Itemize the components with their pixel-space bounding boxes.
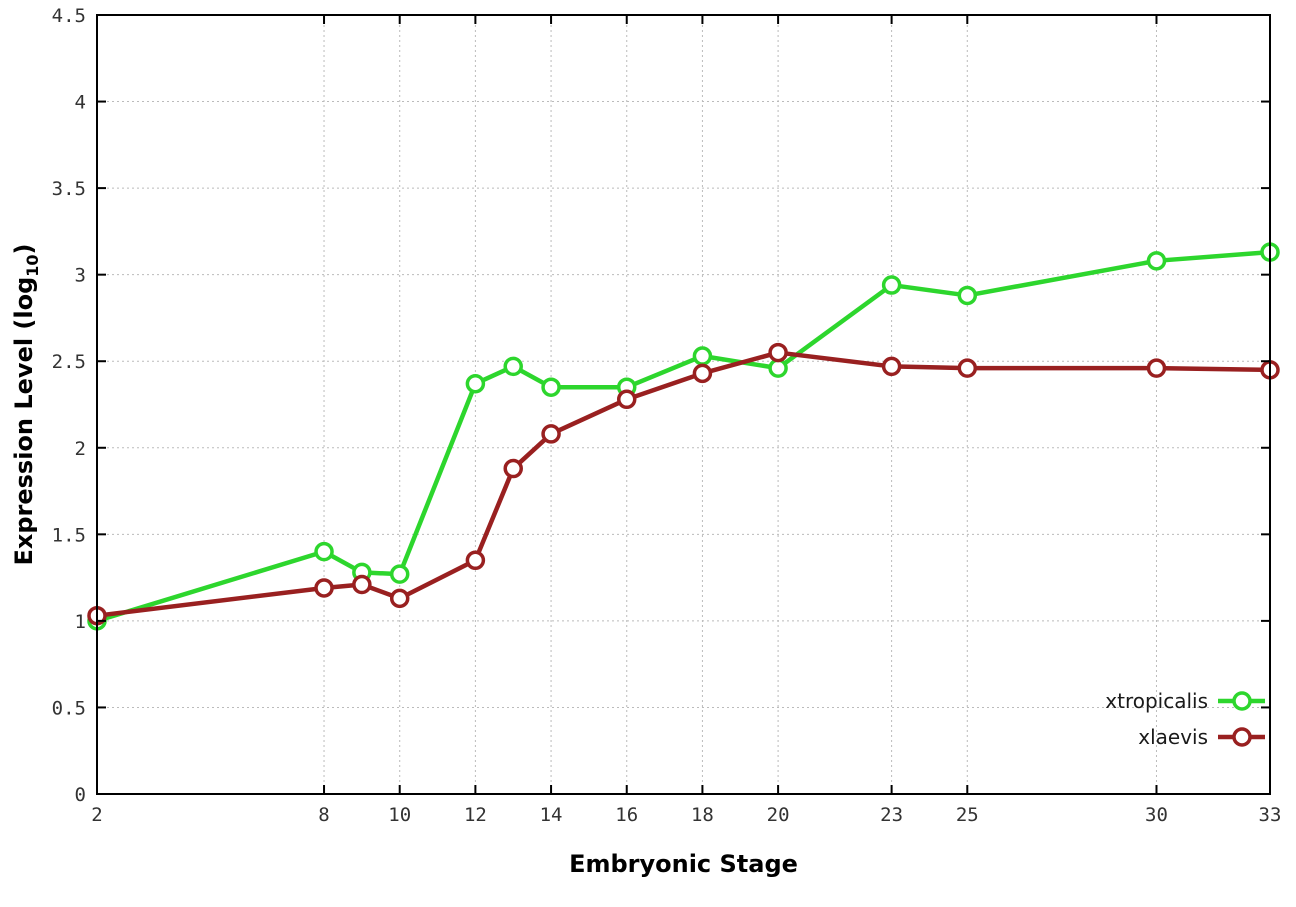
data-point-marker [768, 342, 788, 363]
legend-marker [1232, 691, 1252, 711]
data-point-marker [465, 550, 486, 571]
x-tick-label: 10 [388, 804, 411, 826]
legend: xtropicalis xlaevis [1105, 689, 1265, 749]
x-tick-label: 8 [318, 804, 329, 826]
data-point-marker [692, 363, 713, 384]
series-xlaevis [87, 342, 1280, 626]
x-tick-label: 12 [464, 804, 487, 826]
data-point-marker [692, 346, 713, 366]
series-xtropicalis [87, 242, 1280, 631]
y-tick-label: 2.5 [52, 351, 86, 373]
data-point-marker [881, 275, 902, 295]
x-tick-label: 33 [1259, 804, 1282, 826]
data-point-marker [352, 574, 372, 595]
plot-border [96, 14, 1271, 795]
axis-ticks [96, 14, 1271, 795]
y-tick-label: 3.5 [52, 178, 86, 200]
y-tick-label: 4.5 [52, 5, 86, 27]
grid-lines [96, 14, 1271, 795]
y-tick-label: 1 [75, 611, 86, 633]
data-point-marker [768, 358, 788, 378]
data-point-marker [541, 377, 561, 397]
series-line [94, 350, 1273, 618]
legend-marker [1232, 727, 1252, 747]
data-point-marker [503, 458, 523, 479]
series-line [94, 249, 1273, 624]
data-point-marker [1146, 251, 1167, 271]
x-tick-label: 20 [767, 804, 790, 826]
x-tick-label: 2 [91, 804, 102, 826]
x-tick-label: 16 [615, 804, 638, 826]
y-tick-label: 1.5 [52, 524, 86, 546]
y-tick-label: 2 [75, 438, 86, 460]
y-tick-label: 3 [75, 265, 86, 287]
data-point-marker [465, 373, 486, 394]
x-tick-label: 14 [540, 804, 563, 826]
x-tick-labels: 2 8 10 12 14 16 18 20 23 25 30 33 [91, 804, 1281, 826]
x-tick-label: 18 [691, 804, 714, 826]
data-point-marker [1146, 358, 1167, 378]
data-point-marker [503, 356, 523, 377]
data-point-marker [616, 389, 637, 410]
y-axis-title: Expression Level (log10) [10, 243, 42, 565]
y-tick-label: 0.5 [52, 697, 86, 719]
x-tick-label: 25 [956, 804, 979, 826]
y-tick-label: 4 [75, 92, 86, 114]
x-tick-label: 30 [1145, 804, 1168, 826]
data-point-marker [541, 424, 561, 444]
data-point-marker [389, 564, 410, 584]
data-point-marker [314, 541, 334, 562]
data-point-marker [389, 588, 410, 609]
data-point-marker [957, 358, 978, 378]
data-point-marker [881, 356, 902, 377]
data-point-marker [314, 578, 334, 598]
x-tick-label: 23 [880, 804, 903, 826]
legend-label: xlaevis [1138, 725, 1208, 749]
y-tick-labels: 0 0.5 1 1.5 2 2.5 3 3.5 4 4.5 [52, 5, 86, 806]
data-point-marker [957, 285, 978, 306]
legend-label: xtropicalis [1105, 689, 1208, 713]
x-axis-title: Embryonic Stage [569, 850, 798, 878]
y-tick-label: 0 [75, 784, 86, 806]
